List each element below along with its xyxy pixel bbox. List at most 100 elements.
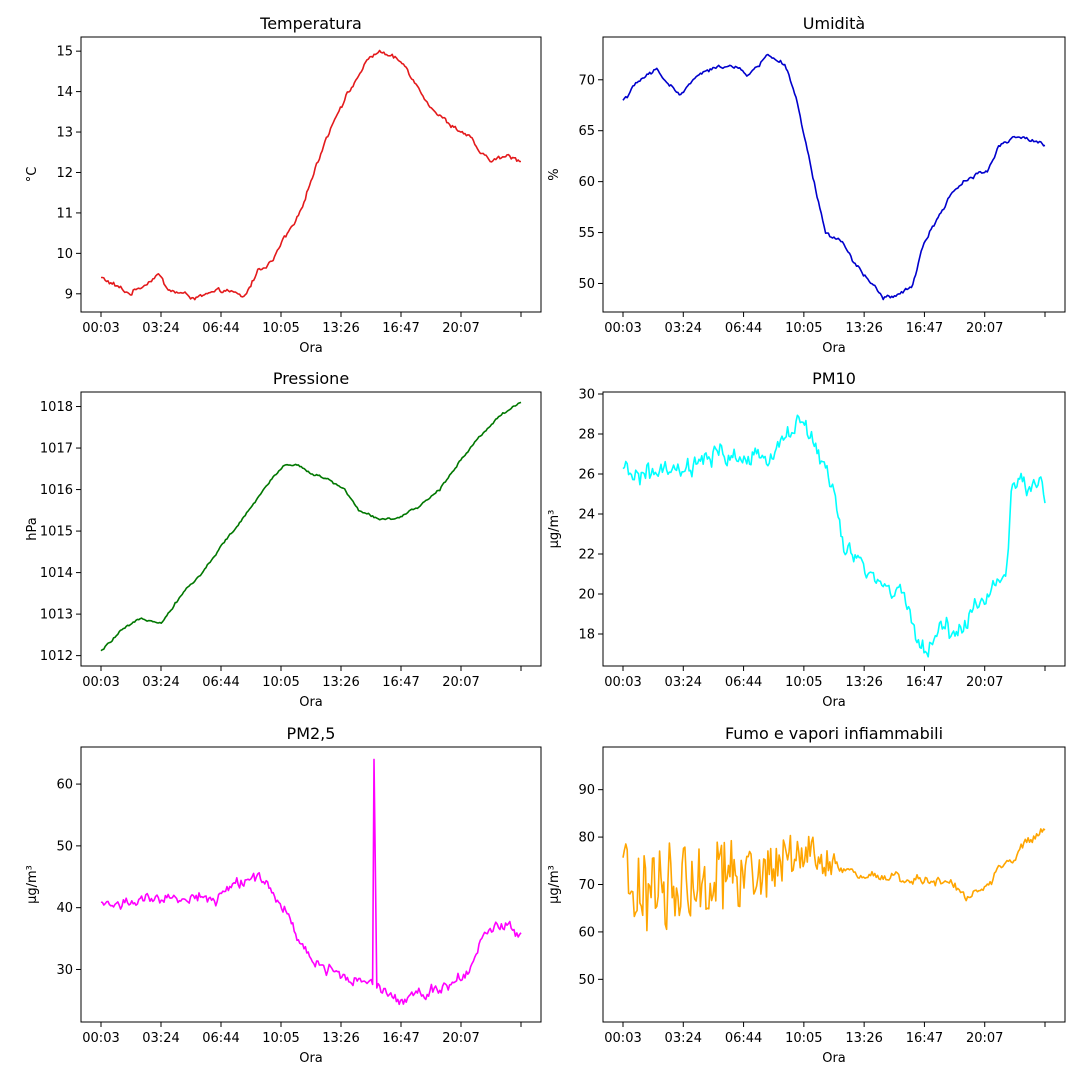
x-tick-label: 00:03 (82, 1031, 119, 1046)
x-tick-label: 00:03 (82, 321, 119, 336)
y-tick-label: 60 (578, 175, 595, 190)
x-tick-label: 20:07 (442, 1031, 479, 1046)
x-tick-label: 10:05 (262, 1031, 299, 1046)
subplot-4: PM10 18 20 22 24 26 28 30 00:03 03:24 06:44 10:05 13… (547, 369, 1066, 710)
x-tick-label: 03:24 (665, 675, 702, 690)
y-tick-label: 70 (578, 878, 595, 893)
subplot-5: PM2,5 30 40 50 60 00:03 03:24 06:44 10:05 13:26 16… (25, 724, 542, 1066)
y-tick-label: 30 (578, 388, 595, 403)
y-tick-label: 70 (578, 73, 595, 88)
series-line (622, 828, 1046, 932)
plot-frame (602, 36, 1066, 313)
x-tick-label: 10:05 (262, 321, 299, 336)
x-tick-label: 06:44 (202, 1031, 239, 1046)
y-axis-label: °C (25, 167, 40, 183)
x-tick-label: 13:26 (845, 1031, 882, 1046)
y-tick-label: 1012 (40, 649, 73, 664)
x-axis-label: Ora (299, 695, 323, 710)
x-axis-label: Ora (822, 695, 846, 710)
x-tick-label: 06:44 (202, 675, 239, 690)
x-axis-label: Ora (299, 341, 323, 356)
chart-title: PM2,5 (287, 724, 336, 743)
y-tick-label: 22 (578, 548, 595, 563)
y-axis-label: µg/m³ (25, 865, 40, 904)
chart-title: Pressione (273, 369, 349, 388)
plot-frame (602, 746, 1066, 1023)
y-tick-label: 55 (578, 226, 595, 241)
x-tick-label: 03:24 (142, 321, 179, 336)
x-tick-label: 00:03 (604, 1031, 641, 1046)
x-tick-label: 13:26 (845, 321, 882, 336)
y-tick-label: 60 (56, 778, 73, 793)
x-tick-label: 20:07 (442, 321, 479, 336)
x-tick-label: 10:05 (785, 1031, 822, 1046)
x-tick-label: 20:07 (966, 1031, 1003, 1046)
y-tick-label: 13 (56, 126, 73, 141)
x-axis-label: Ora (822, 341, 846, 356)
x-tick-label: 20:07 (966, 321, 1003, 336)
x-tick-label: 16:47 (906, 321, 943, 336)
series-line (100, 758, 522, 1006)
x-tick-label: 20:07 (966, 675, 1003, 690)
y-tick-label: 9 (65, 287, 73, 302)
y-axis-label: hPa (25, 517, 40, 540)
subplot-6: Fumo e vapori infiammabili 50 60 70 80 90 00:0… (547, 724, 1066, 1066)
y-tick-label: 12 (56, 166, 73, 181)
y-tick-label: 1013 (40, 608, 73, 623)
y-tick-label: 10 (56, 247, 73, 262)
x-tick-label: 10:05 (785, 675, 822, 690)
y-tick-label: 1018 (40, 400, 73, 415)
plot-frame (80, 391, 542, 667)
subplot-3: Pressione 1012 1013 1014 1015 1016 1017 1018 00:… (25, 369, 542, 710)
y-tick-label: 1014 (40, 566, 73, 581)
y-tick-label: 26 (578, 468, 595, 483)
y-axis-label: µg/m³ (547, 865, 562, 904)
x-axis-label: Ora (822, 1051, 846, 1066)
chart-title: PM10 (812, 369, 856, 388)
x-tick-label: 03:24 (142, 675, 179, 690)
x-tick-label: 13:26 (845, 675, 882, 690)
series-line (622, 53, 1046, 301)
y-tick-label: 50 (578, 973, 595, 988)
x-tick-label: 16:47 (382, 321, 419, 336)
x-tick-label: 06:44 (725, 321, 762, 336)
y-tick-label: 50 (578, 277, 595, 292)
y-tick-label: 40 (56, 901, 73, 916)
series-line (101, 49, 521, 301)
y-tick-label: 20 (578, 588, 595, 603)
y-tick-label: 1016 (40, 483, 73, 498)
plot-frame (80, 746, 542, 1023)
x-tick-label: 03:24 (665, 1031, 702, 1046)
y-tick-label: 65 (578, 124, 595, 139)
y-tick-label: 15 (56, 45, 73, 60)
x-tick-label: 13:26 (322, 675, 359, 690)
x-tick-label: 10:05 (785, 321, 822, 336)
y-tick-label: 18 (578, 628, 595, 643)
x-tick-label: 16:47 (382, 1031, 419, 1046)
plot-frame (80, 36, 542, 313)
series-line (100, 401, 522, 652)
chart-title: Umidità (803, 14, 865, 33)
x-tick-label: 10:05 (262, 675, 299, 690)
chart-title: Temperatura (259, 14, 362, 33)
y-tick-label: 60 (578, 925, 595, 940)
y-tick-label: 80 (578, 831, 595, 846)
x-tick-label: 06:44 (725, 675, 762, 690)
x-tick-label: 16:47 (906, 675, 943, 690)
x-tick-label: 00:03 (604, 321, 641, 336)
x-tick-label: 16:47 (382, 675, 419, 690)
y-tick-label: 30 (56, 963, 73, 978)
y-axis-label: % (547, 168, 562, 180)
x-tick-label: 13:26 (322, 1031, 359, 1046)
x-tick-label: 00:03 (604, 675, 641, 690)
x-tick-label: 06:44 (202, 321, 239, 336)
y-tick-label: 50 (56, 839, 73, 854)
y-tick-label: 1017 (40, 442, 73, 457)
x-tick-label: 13:26 (322, 321, 359, 336)
chart-title: Fumo e vapori infiammabili (725, 724, 943, 743)
y-tick-label: 28 (578, 428, 595, 443)
x-tick-label: 16:47 (906, 1031, 943, 1046)
series-line (622, 414, 1046, 658)
subplot-1: Temperatura 9 10 11 12 13 14 15 00:03 03:24 06:44 1… (25, 14, 542, 356)
